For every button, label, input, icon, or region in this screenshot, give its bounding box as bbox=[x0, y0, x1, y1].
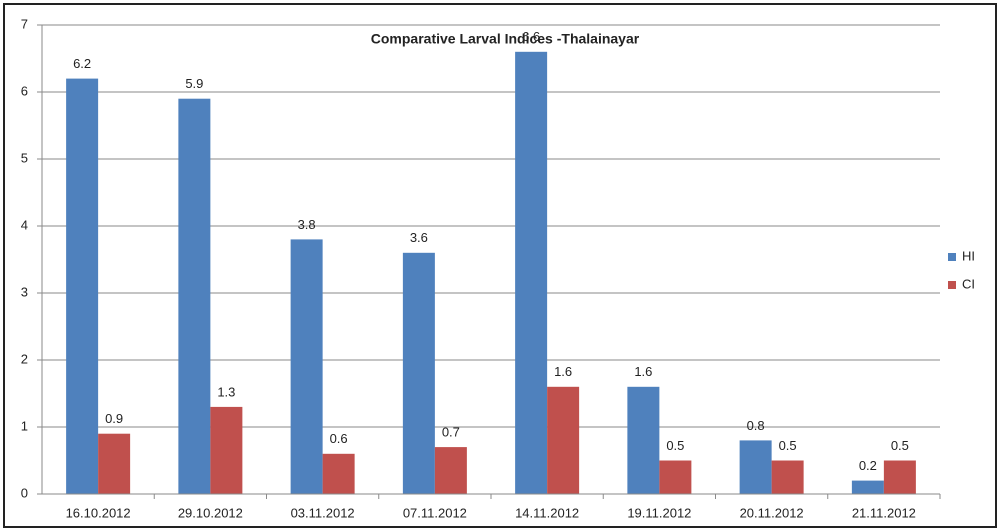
x-tick-label: 20.11.2012 bbox=[740, 505, 804, 520]
chart-frame bbox=[3, 3, 997, 528]
data-label: 0.5 bbox=[779, 438, 797, 453]
bar bbox=[402, 252, 435, 494]
bar bbox=[66, 78, 99, 494]
bar bbox=[659, 460, 692, 494]
data-label: 3.8 bbox=[298, 217, 316, 232]
bar bbox=[739, 440, 772, 494]
data-label: 0.2 bbox=[859, 458, 877, 473]
x-tick-label: 16.10.2012 bbox=[66, 505, 131, 520]
bar bbox=[627, 386, 660, 494]
data-label: 5.9 bbox=[185, 76, 203, 91]
y-tick-label: 3 bbox=[21, 284, 28, 299]
legend-label: HI bbox=[962, 248, 975, 263]
data-label: 1.6 bbox=[634, 364, 652, 379]
chart-title: Comparative Larval Indices -Thalainayar bbox=[371, 31, 640, 47]
bar bbox=[290, 239, 323, 494]
plot-area: 0 1 2 3 4 5 6 7 16.10.2012 6.2 0.9 29.10.2012 5.9 1.3… bbox=[21, 16, 975, 520]
bar bbox=[883, 460, 916, 494]
data-label: 3.6 bbox=[410, 230, 428, 245]
bar bbox=[547, 386, 580, 494]
x-tick-label: 21.11.2012 bbox=[852, 505, 916, 520]
data-label: 1.6 bbox=[554, 364, 572, 379]
data-label: 0.8 bbox=[747, 418, 765, 433]
bar bbox=[178, 98, 211, 494]
data-label: 0.5 bbox=[891, 438, 909, 453]
x-tick-label: 14.11.2012 bbox=[515, 505, 579, 520]
bar bbox=[98, 433, 131, 494]
x-tick-label: 03.11.2012 bbox=[291, 505, 355, 520]
x-tick-label: 19.11.2012 bbox=[627, 505, 691, 520]
legend-label: CI bbox=[962, 276, 975, 291]
bar bbox=[515, 51, 548, 495]
data-label: 0.7 bbox=[442, 425, 460, 440]
data-label: 6.6 bbox=[522, 29, 540, 44]
y-tick-label: 1 bbox=[21, 418, 28, 433]
data-label: 0.5 bbox=[666, 438, 684, 453]
y-tick-label: 4 bbox=[21, 217, 28, 232]
x-tick-label: 07.11.2012 bbox=[403, 505, 467, 520]
bar bbox=[322, 453, 355, 494]
y-tick-label: 0 bbox=[21, 485, 28, 500]
bar bbox=[210, 406, 243, 494]
bar bbox=[434, 447, 467, 494]
data-label: 0.9 bbox=[105, 411, 123, 426]
bar bbox=[771, 460, 804, 494]
y-tick-label: 5 bbox=[21, 150, 28, 165]
bar bbox=[851, 480, 884, 494]
legend-swatch bbox=[948, 281, 956, 289]
y-tick-label: 7 bbox=[21, 16, 28, 31]
y-tick-label: 6 bbox=[21, 83, 28, 98]
data-label: 1.3 bbox=[217, 384, 235, 399]
legend-swatch bbox=[948, 253, 956, 261]
data-label: 6.2 bbox=[73, 56, 91, 71]
y-tick-label: 2 bbox=[21, 351, 28, 366]
x-tick-label: 29.10.2012 bbox=[178, 505, 243, 520]
data-label: 0.6 bbox=[330, 431, 348, 446]
